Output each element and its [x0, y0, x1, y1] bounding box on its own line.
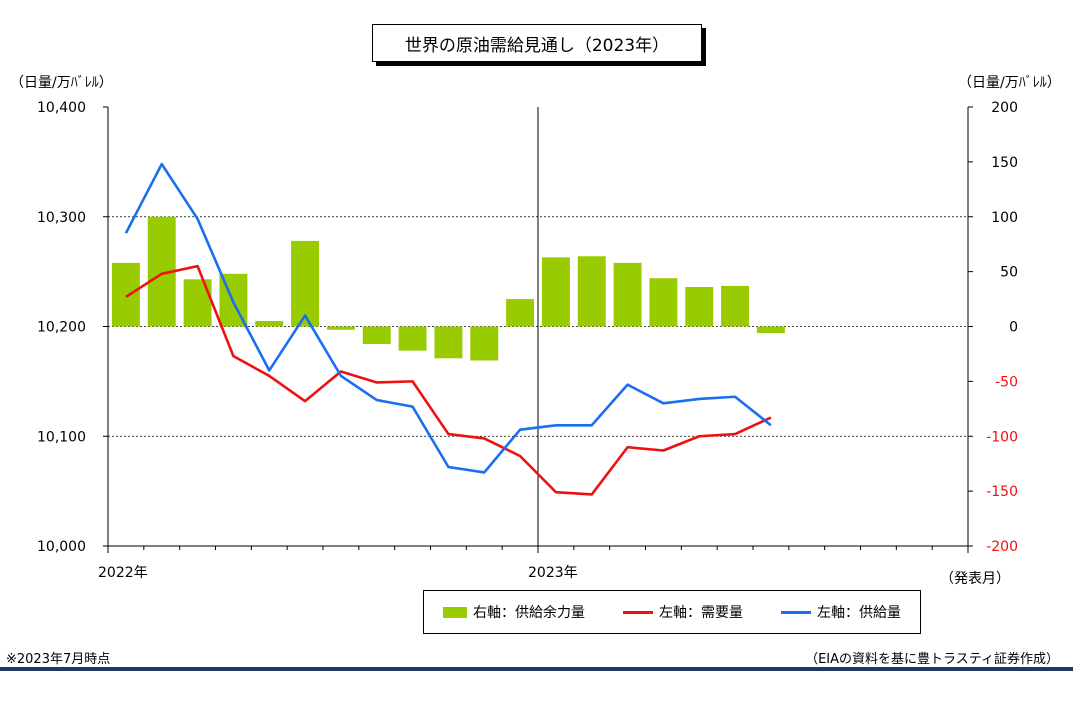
bar-surplus-5 [291, 240, 320, 327]
bar-surplus-9 [434, 326, 463, 359]
left-tick-label-3: 10,300 [37, 210, 86, 226]
bar-surplus-11 [506, 299, 535, 327]
right-tick-label-7: 150 [991, 155, 1018, 171]
left-axis-unit: （日量/万ﾊﾞﾚﾙ） [10, 75, 113, 91]
footnote-source: （EIAの資料を基に豊トラスティ証券作成） [805, 652, 1059, 667]
right-tick-label-8: 200 [991, 100, 1018, 116]
footnote-date: ※2023年7月時点 [6, 652, 111, 667]
line-supply [124, 162, 772, 474]
left-tick-label-4: 10,400 [37, 100, 86, 116]
bar-surplus-0 [111, 262, 140, 327]
bar-surplus-13 [577, 256, 606, 327]
x-tick-label-1: 2023年 [528, 565, 578, 581]
bar-surplus-8 [398, 326, 427, 351]
legend-swatch-supply [781, 610, 811, 614]
bar-surplus-7 [362, 326, 391, 345]
legend-swatch-surplus [443, 606, 467, 618]
chart-plot: 10,000 10,100 10,200 10,300 10,400 -200 -150 -1… [37, 100, 1018, 581]
legend-label-demand: 左軸：需要量 [659, 605, 743, 621]
legend-label-surplus: 右軸：供給余力量 [473, 605, 585, 621]
right-tick-label-2: -100 [986, 429, 1018, 445]
bar-surplus-15 [649, 278, 678, 327]
legend-item-surplus: 右軸：供給余力量 [443, 602, 585, 622]
legend-swatch-demand [623, 610, 653, 614]
left-tick-label-0: 10,000 [37, 539, 86, 555]
left-tick-label-2: 10,200 [37, 320, 86, 336]
x-axis-note: （発表月） [940, 571, 1010, 587]
bar-surplus-17 [721, 285, 750, 327]
right-tick-label-1: -150 [986, 484, 1018, 500]
legend-item-demand: 左軸：需要量 [623, 602, 743, 622]
bar-surplus-16 [685, 286, 714, 327]
right-tick-label-6: 100 [991, 210, 1018, 226]
right-tick-label-4: 0 [1009, 320, 1018, 336]
bar-surplus-10 [470, 326, 499, 361]
x-tick-label-0: 2022年 [98, 565, 148, 581]
bar-surplus-12 [541, 257, 570, 327]
bar-surplus-18 [756, 326, 785, 334]
chart-title: 世界の原油需給見通し（2023年） [372, 24, 702, 62]
legend-label-supply: 左軸：供給量 [817, 605, 901, 621]
bottom-rule [0, 667, 1073, 671]
left-tick-label-1: 10,100 [37, 429, 86, 445]
bar-surplus-4 [255, 321, 284, 327]
legend-item-supply: 左軸：供給量 [781, 602, 901, 622]
right-tick-label-5: 50 [1000, 265, 1018, 281]
bar-surplus-6 [326, 326, 355, 330]
right-axis-unit: （日量/万ﾊﾞﾚﾙ） [958, 75, 1061, 91]
line-demand [125, 264, 772, 496]
right-tick-label-3: -50 [995, 374, 1018, 390]
bar-surplus-2 [183, 279, 212, 327]
bar-surplus-14 [613, 262, 642, 327]
right-tick-label-0: -200 [986, 539, 1018, 555]
legend: 右軸：供給余力量 左軸：需要量 左軸：供給量 [423, 590, 921, 634]
